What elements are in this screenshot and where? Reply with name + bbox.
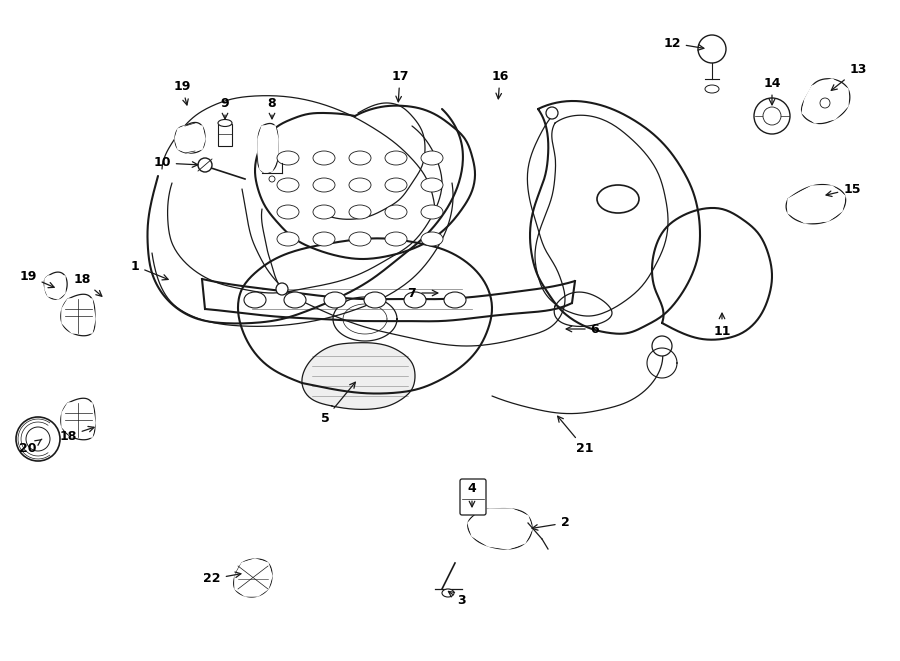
Bar	[218, 124, 232, 146]
Text: 20: 20	[19, 439, 41, 455]
Ellipse shape	[218, 120, 232, 126]
Ellipse shape	[277, 178, 299, 192]
Text: 4: 4	[468, 483, 476, 507]
Ellipse shape	[597, 185, 639, 213]
Ellipse shape	[421, 151, 443, 165]
Ellipse shape	[349, 151, 371, 165]
Polygon shape	[62, 403, 95, 437]
Ellipse shape	[421, 178, 443, 192]
Text: 2: 2	[532, 516, 570, 530]
Ellipse shape	[444, 292, 466, 308]
Polygon shape	[802, 79, 848, 123]
Text: 21: 21	[558, 416, 594, 455]
Ellipse shape	[404, 292, 426, 308]
Text: 17: 17	[392, 69, 409, 102]
Text: 12: 12	[663, 36, 704, 50]
Text: 8: 8	[267, 97, 276, 119]
Polygon shape	[62, 299, 95, 333]
Polygon shape	[788, 186, 845, 223]
Circle shape	[26, 427, 50, 451]
Text: 1: 1	[130, 260, 168, 280]
Text: 9: 9	[220, 97, 230, 119]
Ellipse shape	[705, 85, 719, 93]
Text: 15: 15	[826, 182, 860, 196]
Ellipse shape	[421, 205, 443, 219]
Text: 5: 5	[320, 382, 356, 426]
Ellipse shape	[421, 232, 443, 246]
Circle shape	[16, 417, 60, 461]
Text: 19: 19	[19, 270, 54, 288]
Polygon shape	[302, 343, 415, 409]
Ellipse shape	[313, 178, 335, 192]
Polygon shape	[468, 509, 532, 549]
Ellipse shape	[349, 205, 371, 219]
Polygon shape	[258, 126, 278, 173]
Text: 11: 11	[713, 313, 731, 338]
Text: 6: 6	[566, 323, 599, 336]
Polygon shape	[235, 559, 272, 596]
Ellipse shape	[546, 107, 558, 119]
Ellipse shape	[349, 178, 371, 192]
Text: 19: 19	[174, 79, 191, 105]
Ellipse shape	[198, 158, 212, 172]
Polygon shape	[175, 126, 205, 153]
Ellipse shape	[277, 232, 299, 246]
Ellipse shape	[284, 292, 306, 308]
Text: 18: 18	[73, 272, 102, 296]
Text: 3: 3	[448, 592, 466, 607]
Ellipse shape	[277, 151, 299, 165]
Ellipse shape	[277, 205, 299, 219]
Text: 14: 14	[763, 77, 781, 105]
Text: 16: 16	[491, 69, 508, 99]
Ellipse shape	[313, 151, 335, 165]
Text: 13: 13	[832, 63, 867, 91]
Circle shape	[698, 35, 726, 63]
Ellipse shape	[364, 292, 386, 308]
FancyBboxPatch shape	[460, 479, 486, 515]
Ellipse shape	[442, 589, 454, 597]
Circle shape	[763, 107, 781, 125]
Ellipse shape	[385, 178, 407, 192]
Ellipse shape	[324, 292, 346, 308]
Ellipse shape	[385, 151, 407, 165]
Circle shape	[652, 336, 672, 356]
Text: 7: 7	[408, 286, 437, 299]
Text: 22: 22	[203, 572, 241, 586]
Ellipse shape	[244, 292, 266, 308]
Ellipse shape	[385, 205, 407, 219]
Ellipse shape	[276, 283, 288, 295]
Text: 10: 10	[153, 157, 198, 169]
Circle shape	[754, 98, 790, 134]
Ellipse shape	[349, 232, 371, 246]
Ellipse shape	[313, 232, 335, 246]
Ellipse shape	[820, 98, 830, 108]
Ellipse shape	[313, 205, 335, 219]
Text: 18: 18	[59, 426, 94, 442]
Polygon shape	[45, 276, 65, 299]
Ellipse shape	[385, 232, 407, 246]
Ellipse shape	[269, 176, 275, 182]
